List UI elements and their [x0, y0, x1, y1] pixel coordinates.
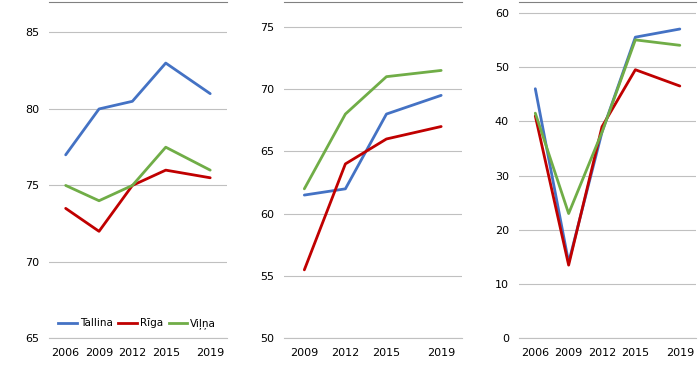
- Legend: Tallina, Rīga, Viļņa: Tallina, Rīga, Viļņa: [54, 314, 220, 333]
